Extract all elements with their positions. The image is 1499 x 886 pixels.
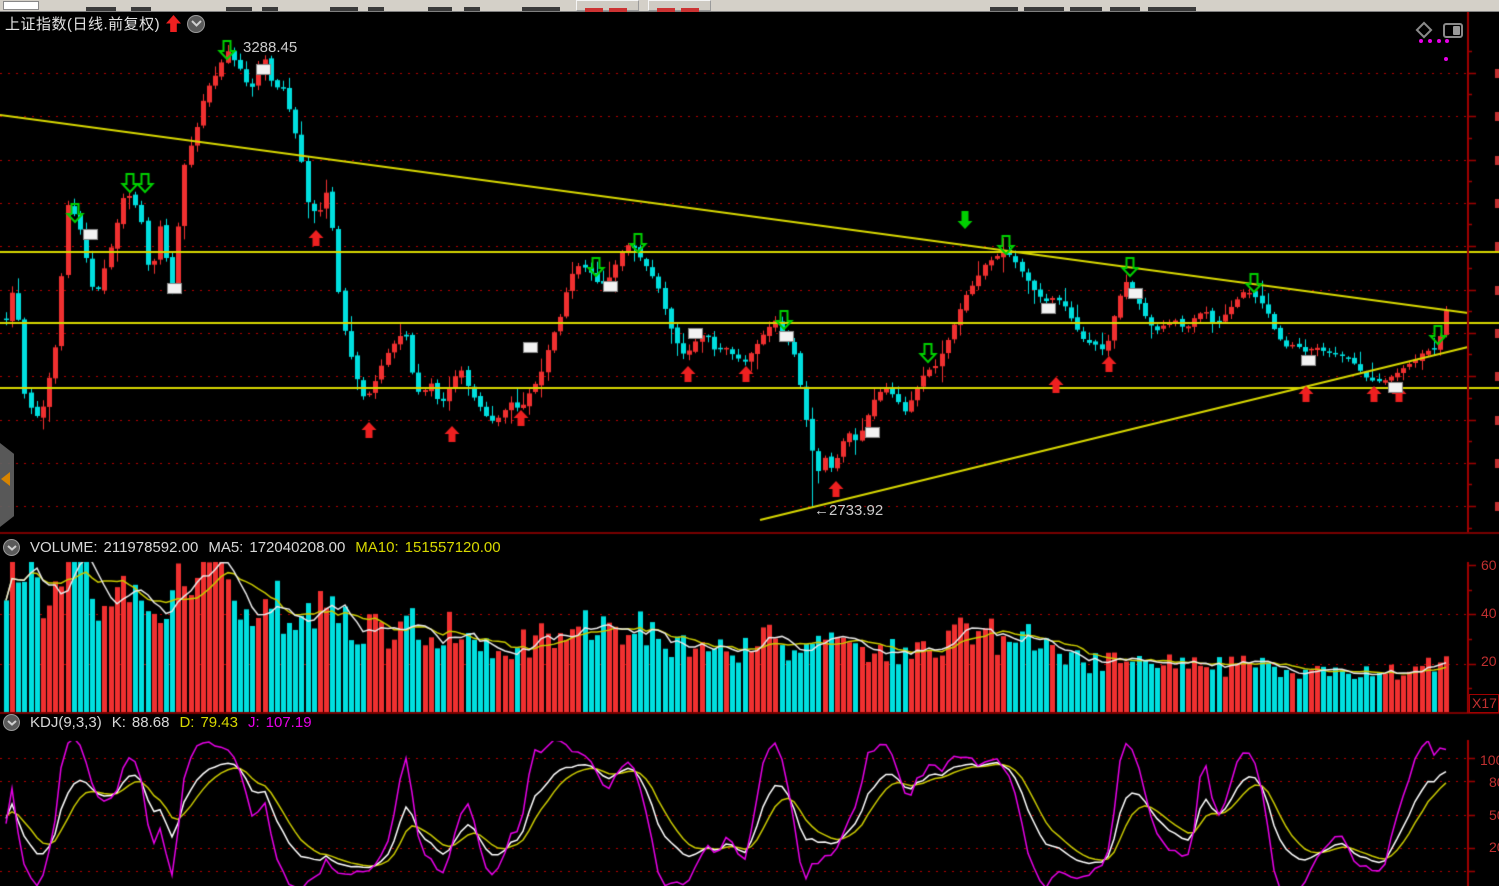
volume-value: 211978592.00 <box>103 539 199 556</box>
d-value: 79.43 <box>200 714 238 731</box>
chart-title-row: 上证指数(日线.前复权) <box>5 13 206 34</box>
volume-axis-label-20: 20 <box>1481 653 1497 669</box>
kdj-axis-label-80: 80 <box>1489 774 1499 790</box>
kdj-label: KDJ(9,3,3) <box>30 714 102 731</box>
menu-item-fragment <box>464 7 480 11</box>
ma10-label: MA10: <box>355 539 399 556</box>
k-label: K: <box>111 714 126 731</box>
kdj-axis-label-50: 50 <box>1489 807 1499 823</box>
j-label: J: <box>247 714 260 731</box>
menu-item-fragment <box>131 7 151 11</box>
left-orange-marker-icon <box>1 472 10 486</box>
menu-item-fragment <box>1024 7 1064 11</box>
sidebar-toggle-fill <box>1453 26 1460 35</box>
magenta-dot-icon <box>1444 57 1448 61</box>
volume-axis-label-60: 60 <box>1481 557 1497 573</box>
magenta-dot-icon <box>1437 39 1441 43</box>
menu-item-fragment <box>522 7 560 11</box>
chart-title: 上证指数(日线.前复权) <box>5 16 161 33</box>
top-menu-bar[interactable] <box>0 0 1499 12</box>
magenta-dot-icon <box>1428 39 1432 43</box>
magenta-dot-icon <box>1419 39 1423 43</box>
volume-label: VOLUME: <box>30 539 98 556</box>
kdj-axis-label-100: 100 <box>1480 752 1499 768</box>
ma5-label: MA5: <box>208 539 244 556</box>
ma10-value: 151557120.00 <box>404 539 501 556</box>
volume-axis-label-40: 40 <box>1481 605 1497 621</box>
menu-item-fragment <box>990 7 1018 11</box>
menu-item-fragment <box>1070 7 1102 11</box>
menu-button-red-2[interactable] <box>648 0 711 12</box>
collapse-main-chevron-icon[interactable] <box>187 14 206 33</box>
low-price-annotation: ←2733.92 <box>814 502 884 519</box>
menu-item-fragment <box>368 7 384 11</box>
menu-item-fragment <box>330 7 358 11</box>
menu-item-fragment <box>1148 7 1196 11</box>
menu-item-fragment <box>262 7 278 11</box>
sidebar-toggle-icon[interactable] <box>1443 23 1463 38</box>
kdj-axis-label-20: 20 <box>1489 839 1499 855</box>
trend-up-arrow-icon <box>166 15 182 32</box>
d-label: D: <box>179 714 195 731</box>
collapse-volume-chevron-icon[interactable] <box>3 539 20 556</box>
ma5-value: 172040208.00 <box>249 539 346 556</box>
j-value: 107.19 <box>265 714 312 731</box>
collapse-kdj-chevron-icon[interactable] <box>3 714 20 731</box>
volume-multiplier-badge: X17 <box>1469 694 1499 713</box>
kdj-label-row: KDJ(9,3,3) K: 88.68 D: 79.43 J: 107.19 <box>3 714 312 731</box>
magenta-dot-icon <box>1445 39 1449 43</box>
menu-button-red-1[interactable] <box>576 0 639 12</box>
volume-label-row: VOLUME: 211978592.00 MA5: 172040208.00 M… <box>3 539 501 556</box>
menu-item-fragment <box>428 7 452 11</box>
menu-item-fragment <box>226 7 252 11</box>
menu-item-fragment <box>86 7 116 11</box>
high-price-annotation: 3288.45 <box>243 39 298 56</box>
menu-input-box[interactable] <box>3 1 39 10</box>
k-value: 88.68 <box>131 714 170 731</box>
menu-item-fragment <box>1110 7 1140 11</box>
